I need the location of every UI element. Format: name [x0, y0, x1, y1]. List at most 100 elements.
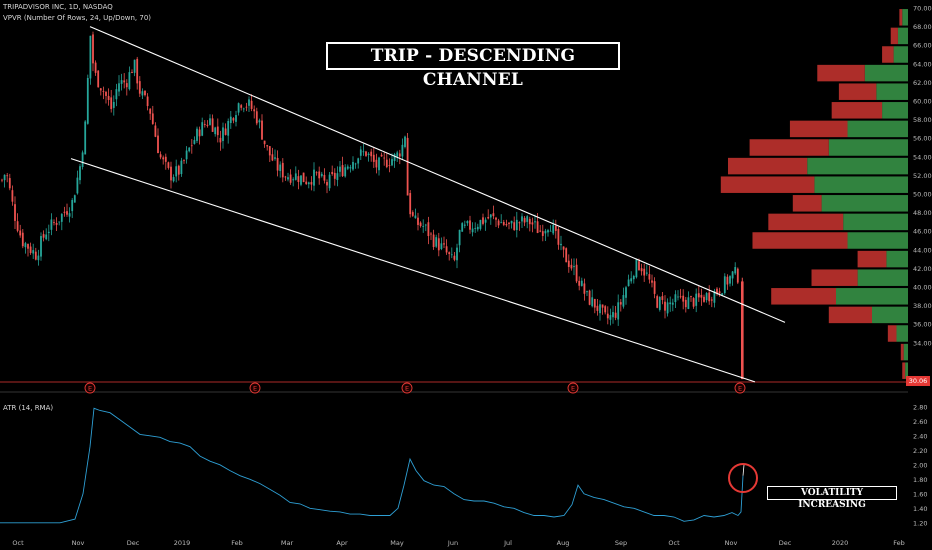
candle-body [406, 137, 409, 196]
candle-body [274, 157, 276, 159]
candle-body [144, 90, 146, 96]
vp-down-bar [831, 102, 883, 119]
candle-body [84, 121, 87, 155]
vp-down-bar [768, 213, 844, 231]
candle-body [201, 122, 204, 136]
candle-body [502, 222, 505, 225]
date-tick-label: Mar [281, 539, 294, 547]
candle-body [466, 221, 469, 224]
candle-body [677, 296, 679, 298]
candle-body [336, 173, 339, 180]
candle-body [731, 271, 734, 279]
volatility-annotation: VOLATILITY INCREASING [767, 486, 897, 510]
candle-body [549, 230, 552, 232]
candle-body [718, 291, 721, 294]
candle-body [8, 178, 11, 189]
earnings-marker [401, 382, 413, 394]
candle-body [443, 243, 445, 245]
candle-body [310, 182, 313, 185]
candle-body [729, 276, 731, 284]
candle-body [661, 296, 664, 300]
candle-body [315, 172, 318, 174]
candle-body [375, 159, 378, 168]
vp-up-bar [843, 213, 908, 231]
vp-up-bar [905, 362, 908, 379]
candle-body [427, 222, 430, 237]
date-tick-label: Aug [557, 539, 570, 547]
candle-body [409, 193, 412, 215]
candle-body [125, 83, 128, 88]
candle-body [606, 313, 609, 319]
earnings-marker-label: E [88, 385, 92, 393]
candle-body [149, 108, 152, 114]
price-tick-label: 40.00 [913, 284, 932, 292]
candle-body [53, 222, 55, 223]
vp-down-bar [792, 195, 822, 212]
candle-body [596, 305, 599, 311]
candle-body [515, 219, 518, 231]
date-tick-label: 2020 [832, 539, 849, 547]
candle-body [531, 222, 534, 225]
candle-body [94, 62, 97, 73]
candle-body [541, 231, 544, 236]
candle-body [326, 182, 328, 186]
candle-body [687, 297, 690, 309]
price-tick-label: 34.00 [913, 339, 932, 347]
candle-body [432, 234, 435, 248]
vp-up-bar [847, 120, 908, 138]
candle-body [21, 232, 24, 247]
vp-down-bar [887, 325, 897, 342]
candle-body [14, 204, 16, 221]
candle-body [258, 120, 261, 123]
candle-body [391, 159, 393, 166]
date-tick-label: Sep [615, 539, 627, 547]
candle-body [331, 171, 334, 175]
earnings-marker [84, 382, 96, 394]
candle-body [131, 71, 133, 73]
candle-body [328, 174, 331, 189]
atr-tick-label: 2.00 [913, 461, 927, 469]
candle-body [674, 294, 677, 303]
candle-body [562, 246, 565, 250]
pane-divider [0, 381, 908, 393]
candle-body [450, 254, 453, 256]
atr-indicator-label[interactable]: ATR (14, RMA) [3, 404, 54, 412]
candle-body [211, 118, 214, 132]
candle-body [703, 296, 705, 302]
atr-highlight-circle [728, 463, 758, 493]
candle-body [417, 217, 419, 225]
atr-tick-label: 2.80 [913, 403, 927, 411]
candle-body [66, 211, 68, 215]
candle-body [268, 146, 271, 156]
date-tick-label: Apr [336, 539, 348, 547]
vp-down-bar [828, 306, 872, 324]
candle-body [196, 128, 198, 141]
date-tick-label: Feb [893, 539, 905, 547]
price-tick-label: 42.00 [913, 265, 932, 273]
candle-body [354, 163, 357, 165]
candle-body [723, 276, 726, 294]
candle-body [500, 222, 503, 224]
price-tick-label: 44.00 [913, 246, 932, 254]
candle-body [484, 219, 487, 223]
candle-body [513, 222, 516, 230]
price-tick-label: 62.00 [913, 79, 932, 87]
candle-body [404, 136, 406, 147]
candle-body [19, 230, 22, 236]
candle-body [458, 229, 461, 246]
vpvr-indicator-label[interactable]: VPVR (Number Of Rows, 24, Up/Down, 70) [3, 14, 152, 22]
vp-up-bar [896, 325, 908, 342]
price-tick-label: 46.00 [913, 228, 932, 236]
candle-body [554, 225, 557, 231]
candle-body [359, 149, 362, 156]
price-tick-label: 56.00 [913, 135, 932, 143]
candle-body [164, 156, 167, 162]
candle-body [627, 279, 630, 287]
candle-body [518, 222, 521, 224]
candle-body [510, 220, 513, 224]
candle-body [591, 297, 594, 307]
candle-body [183, 160, 185, 162]
candle-body [89, 35, 92, 79]
candle-body [339, 166, 341, 172]
